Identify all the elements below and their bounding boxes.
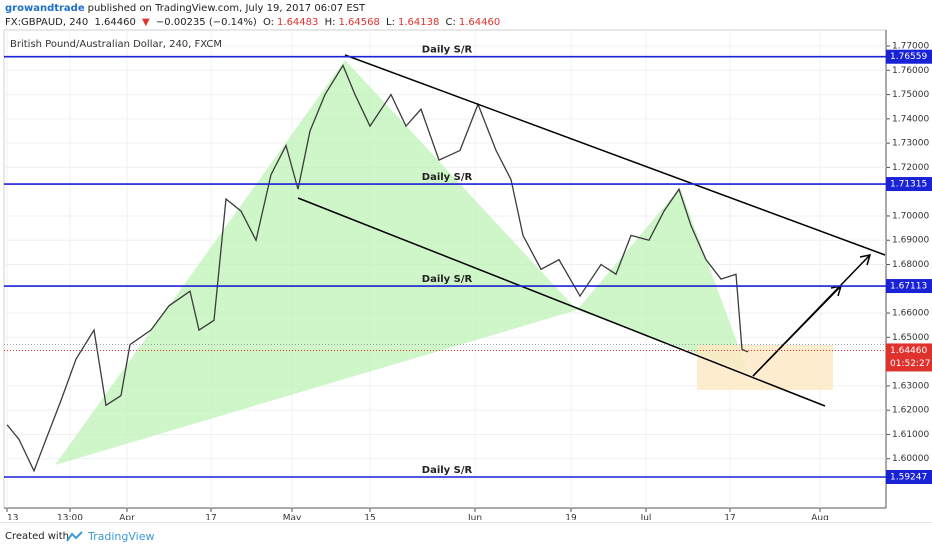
logo xyxy=(66,531,83,542)
y-tick-label: 1.62000 xyxy=(892,406,929,416)
y-tick-label: 1.70000 xyxy=(892,211,929,221)
price-tag xyxy=(886,279,932,294)
x-tick-label: 15 xyxy=(364,514,375,521)
l: 1.64138 xyxy=(397,17,440,28)
countdown: 01:52:27 xyxy=(890,359,930,369)
x-tick-label: Jul xyxy=(640,514,652,521)
trend-line xyxy=(297,197,826,407)
published: published on TradingView.com, July 19, 2… xyxy=(87,3,366,14)
h-label: H: xyxy=(324,17,336,28)
header-line: FX:GBPAUD, 240 1.64460 ▼ −0.00235 (−0.14… xyxy=(5,17,503,28)
change: −0.00235 (−0.14%) xyxy=(155,17,257,28)
y-tick-label: 1.60000 xyxy=(892,454,929,464)
o-label: O: xyxy=(262,17,275,28)
price-tag xyxy=(886,49,932,64)
y-tick-label: 1.76000 xyxy=(892,66,929,76)
price-tag-label: 1.59247 xyxy=(890,472,927,482)
l-label: L: xyxy=(386,17,395,28)
last: 1.64460 xyxy=(94,17,136,28)
y-tick-label: 1.66000 xyxy=(892,309,929,319)
sr-label: Daily S/R xyxy=(422,172,473,183)
x-tick-label: 17 xyxy=(724,514,735,521)
x-tick-label: 13:00 xyxy=(57,514,83,521)
price-tag xyxy=(886,343,932,372)
brand[interactable]: TradingView xyxy=(88,530,155,543)
price-line xyxy=(6,64,749,473)
c: 1.64460 xyxy=(458,17,501,28)
x-tick-label: Jun xyxy=(467,514,482,521)
price-tag-label: 1.67113 xyxy=(890,282,927,292)
price-tag-label: 1.64460 xyxy=(890,346,927,356)
chart-title: British Pound/Australian Dollar, 240, FX… xyxy=(10,39,222,50)
pattern-bcd xyxy=(577,188,748,372)
y-tick-label: 1.69000 xyxy=(892,236,929,246)
x-tick-label: 17 xyxy=(205,514,216,521)
o: 1.64483 xyxy=(277,17,319,28)
arrow: ▼ xyxy=(142,17,150,28)
author[interactable]: growandtrade xyxy=(5,3,85,14)
chart: British Pound/Australian Dollar, 240, FX… xyxy=(3,29,932,521)
h: 1.64568 xyxy=(338,17,380,28)
symbol: FX:GBPAUD, 240 xyxy=(5,17,89,28)
trend-line xyxy=(344,54,886,256)
marks xyxy=(6,64,749,473)
c-label: C: xyxy=(445,17,456,28)
y-tick-label: 1.68000 xyxy=(892,260,929,270)
header-line: growandtrade published on TradingView.com… xyxy=(5,3,368,14)
target-zone xyxy=(697,345,833,390)
sr-label: Daily S/R xyxy=(422,274,473,285)
y-tick-label: 1.65000 xyxy=(892,333,929,343)
y-tick-label: 1.74000 xyxy=(892,114,929,124)
y-tick-label: 1.63000 xyxy=(892,381,929,391)
price-tag xyxy=(886,469,932,484)
arrow-head xyxy=(859,254,872,266)
x-tick-label: Aug xyxy=(811,514,829,521)
y-tick-label: 1.73000 xyxy=(892,139,929,149)
sr-label: Daily S/R xyxy=(422,465,473,476)
y-tick-label: 1.77000 xyxy=(892,42,929,52)
pattern-xab xyxy=(55,60,577,465)
x-tick-label: 19 xyxy=(565,514,577,521)
price-tag-label: 1.76559 xyxy=(890,52,927,62)
created: Created with xyxy=(5,531,69,542)
y-tick-label: 1.75000 xyxy=(892,90,929,100)
price-tag xyxy=(886,177,932,192)
footer: Created with TradingView xyxy=(0,522,932,550)
price-tag-label: 1.71315 xyxy=(890,180,927,190)
x-tick-label: 13 xyxy=(7,514,18,521)
x-tick-label: May xyxy=(283,514,302,521)
y-tick-label: 1.72000 xyxy=(892,163,929,173)
arrow xyxy=(752,255,870,377)
x-tick-label: Apr xyxy=(119,514,135,521)
sr-label: Daily S/R xyxy=(422,45,473,56)
y-tick-label: 1.61000 xyxy=(892,430,929,440)
